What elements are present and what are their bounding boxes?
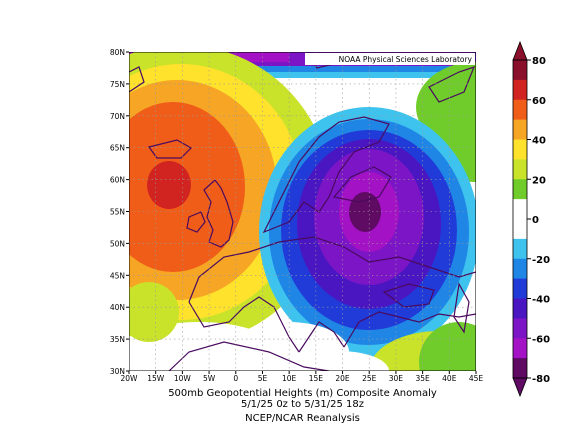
- caption-title: 500mb Geopotential Heights (m) Composite…: [168, 388, 437, 399]
- colorbar-label: -40: [532, 295, 550, 306]
- longitude-labels: 20W 15W 10W 5W 0 5E 10E 15E 20E 25E 30E 35E 40E 45E: [121, 371, 484, 383]
- colorbar-segment: [513, 358, 527, 379]
- lat-label: 30N: [110, 367, 125, 376]
- lon-label: 5E: [258, 374, 268, 383]
- lon-label: 15W: [147, 374, 165, 383]
- colorbar-segment: [513, 139, 527, 160]
- lon-label: 20E: [335, 374, 350, 383]
- coastlines: [129, 53, 476, 371]
- colorbar-label: 20: [532, 175, 546, 186]
- colorbar-segment: [513, 238, 527, 260]
- colorbar-label: 0: [532, 215, 539, 226]
- colorbar-frame: [512, 59, 528, 379]
- credit-text: NOAA Physical Sciences Laboratory: [339, 55, 473, 64]
- lat-label: 50N: [110, 239, 125, 248]
- lon-label: 20W: [121, 374, 139, 383]
- colorbar-segment: [513, 219, 527, 240]
- colorbar-segment: [513, 179, 527, 200]
- lon-label: 10W: [174, 374, 192, 383]
- colorbar-segment: [513, 159, 527, 180]
- colorbar-segment: [513, 318, 527, 339]
- lat-label: 80N: [110, 48, 125, 57]
- colorbar-label: 40: [532, 136, 546, 147]
- grid-lines: [129, 52, 476, 371]
- colorbar-segment: [513, 99, 527, 121]
- lat-label: 65N: [110, 144, 125, 153]
- latitude-labels: 80N 75N 70N 65N 60N 55N 50N 45N 40N 35N 30N: [110, 48, 129, 376]
- colorbar-label: -60: [532, 334, 550, 345]
- lon-label: 25E: [362, 374, 377, 383]
- lat-label: 60N: [110, 176, 125, 185]
- lon-label: 40E: [442, 374, 457, 383]
- lon-label: 10E: [282, 374, 297, 383]
- colorbar-label: 60: [532, 96, 546, 107]
- colorbar-label: -20: [532, 255, 550, 266]
- colorbar-segment: [513, 338, 527, 359]
- colorbar-segment: [513, 258, 527, 280]
- caption-source: NCEP/NCAR Reanalysis: [245, 413, 360, 424]
- lat-label: 45N: [110, 271, 125, 280]
- colorbar-top-arrow: [512, 40, 528, 61]
- colorbar-label: 80: [532, 56, 546, 67]
- colorbar-segment: [513, 60, 527, 81]
- lat-label: 70N: [110, 112, 125, 121]
- lon-label: 15E: [309, 374, 324, 383]
- colorbar-segment: [513, 79, 527, 101]
- lon-label: 5W: [203, 374, 216, 383]
- lon-label: 30E: [389, 374, 404, 383]
- colorbar-segment: [513, 278, 527, 299]
- lat-label: 40N: [110, 303, 125, 312]
- lat-label: 55N: [110, 208, 125, 217]
- lon-label: 45E: [469, 374, 484, 383]
- colorbar-label: -80: [532, 374, 550, 385]
- credit-box: [305, 53, 475, 65]
- lat-label: 35N: [110, 335, 125, 344]
- map-panel: NOAA Physical Sciences Laboratory: [128, 51, 477, 372]
- lon-label: 35E: [415, 374, 430, 383]
- colorbar-segment: [513, 298, 527, 319]
- colorbar-segment: [513, 119, 527, 140]
- anomaly-map: NOAA Physical Sciences Laboratory: [128, 51, 477, 372]
- colorbar-segment: [513, 199, 527, 220]
- colorbar-bottom-arrow: [512, 377, 528, 398]
- colorbar: 80 60 40 20 0 -20 -40 -60 -80: [512, 40, 550, 398]
- lon-label: 0: [233, 374, 238, 383]
- lat-label: 75N: [110, 80, 125, 89]
- caption-period: 5/1/25 0z to 5/31/25 18z: [240, 399, 365, 410]
